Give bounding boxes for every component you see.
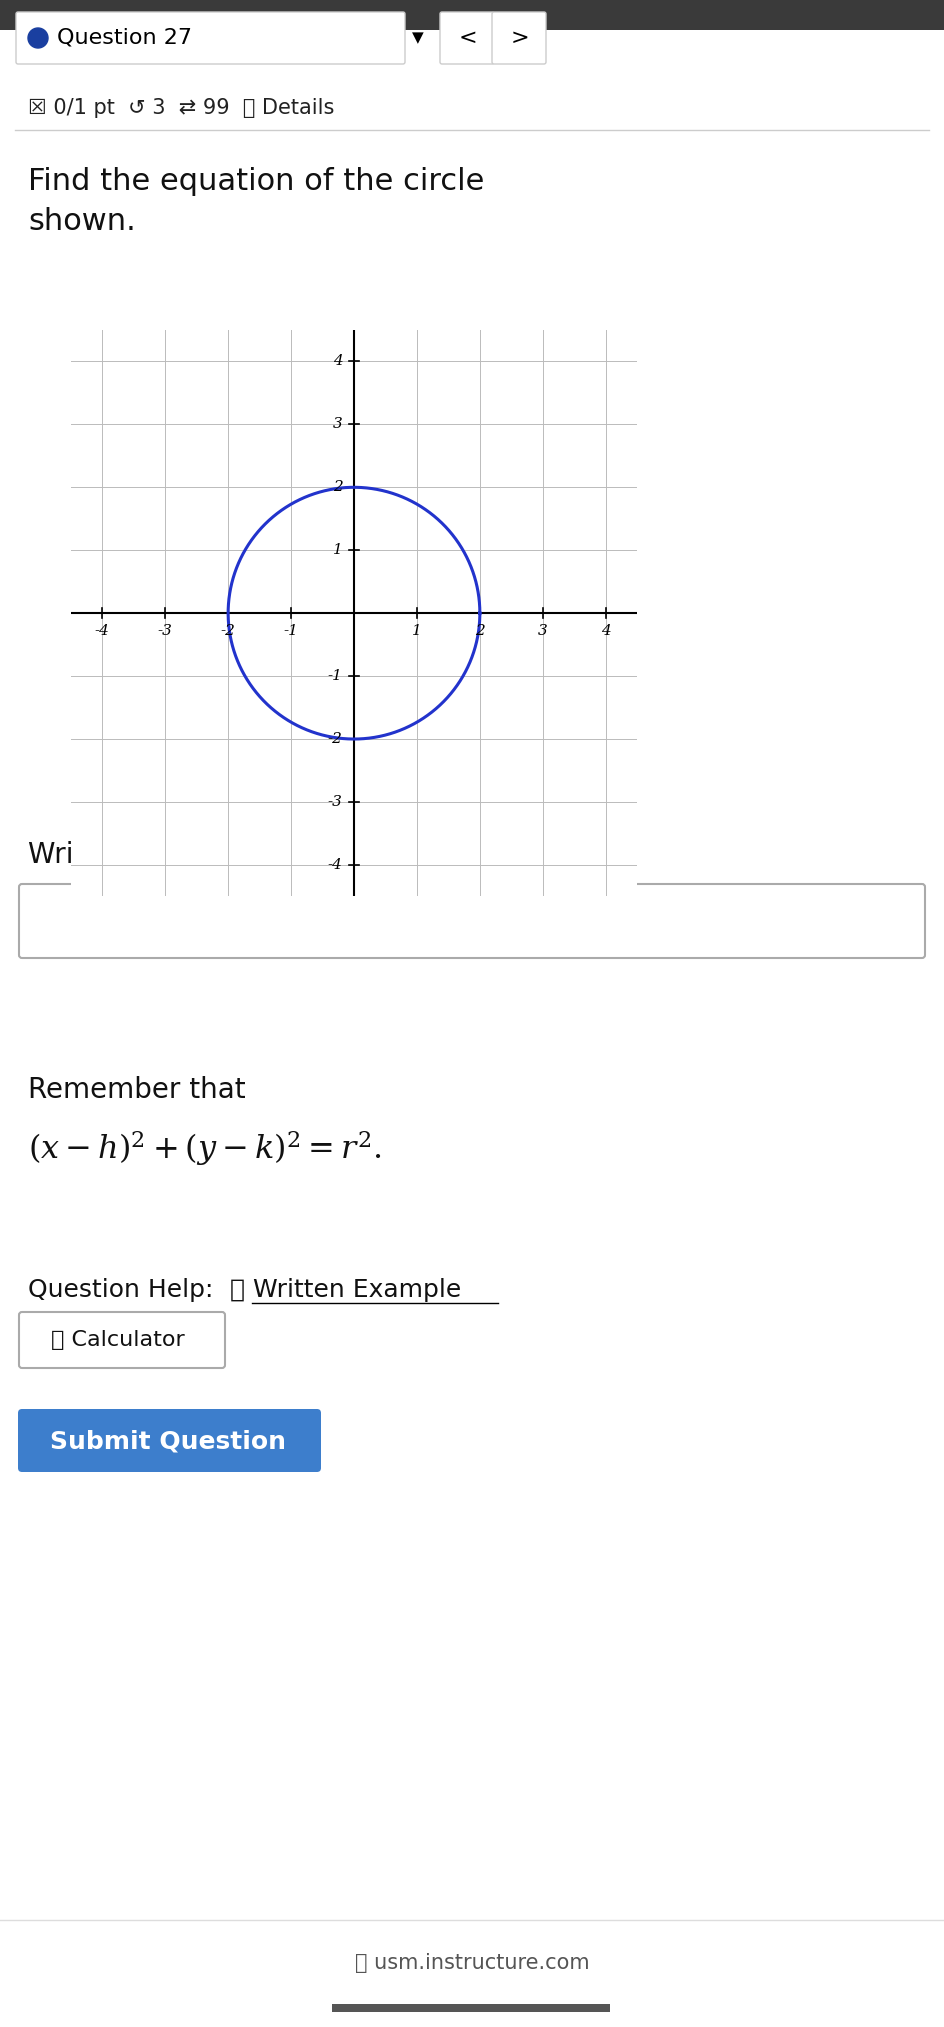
Text: 2: 2 [333, 480, 343, 495]
Text: Submit Question: Submit Question [50, 1429, 286, 1453]
Text: 🖩 Calculator: 🖩 Calculator [51, 1330, 185, 1350]
Text: -4: -4 [94, 624, 110, 639]
Text: >: > [511, 28, 530, 49]
Text: shown.: shown. [28, 207, 136, 237]
Text: $(x - h)^2 + (y - k)^2 = r^2.$: $(x - h)^2 + (y - k)^2 = r^2.$ [28, 1129, 381, 1168]
Text: -2: -2 [221, 624, 236, 639]
Text: 1: 1 [413, 624, 422, 639]
Text: 3: 3 [333, 418, 343, 432]
Text: -3: -3 [328, 795, 343, 809]
FancyBboxPatch shape [492, 12, 546, 65]
Text: Remember that: Remember that [28, 1076, 245, 1105]
FancyBboxPatch shape [0, 0, 944, 30]
Text: Question 27: Question 27 [57, 28, 192, 49]
FancyBboxPatch shape [332, 2005, 610, 2013]
Text: -2: -2 [328, 732, 343, 746]
Text: Find the equation of the circle: Find the equation of the circle [28, 168, 484, 197]
Text: 2: 2 [475, 624, 484, 639]
Text: 🔒 usm.instructure.com: 🔒 usm.instructure.com [355, 1952, 589, 1972]
FancyBboxPatch shape [440, 12, 494, 65]
Text: Write equation in standard form:: Write equation in standard form: [28, 841, 482, 870]
FancyBboxPatch shape [19, 884, 925, 959]
Text: -4: -4 [328, 857, 343, 872]
Text: -1: -1 [283, 624, 298, 639]
Text: -3: -3 [158, 624, 173, 639]
FancyBboxPatch shape [16, 12, 405, 65]
Text: 📄 Written Example: 📄 Written Example [230, 1277, 462, 1301]
Text: 4: 4 [601, 624, 611, 639]
Text: ▼: ▼ [413, 30, 424, 45]
Text: 3: 3 [538, 624, 548, 639]
FancyBboxPatch shape [19, 1311, 225, 1368]
Text: 4: 4 [333, 355, 343, 369]
Text: <: < [459, 28, 478, 49]
Text: -1: -1 [328, 669, 343, 683]
FancyBboxPatch shape [18, 1409, 321, 1472]
Circle shape [28, 28, 48, 49]
Text: Question Help:: Question Help: [28, 1277, 213, 1301]
Text: 1: 1 [333, 543, 343, 557]
Text: ☒ 0/1 pt  ↺ 3  ⇄ 99  ⓘ Details: ☒ 0/1 pt ↺ 3 ⇄ 99 ⓘ Details [28, 97, 334, 118]
